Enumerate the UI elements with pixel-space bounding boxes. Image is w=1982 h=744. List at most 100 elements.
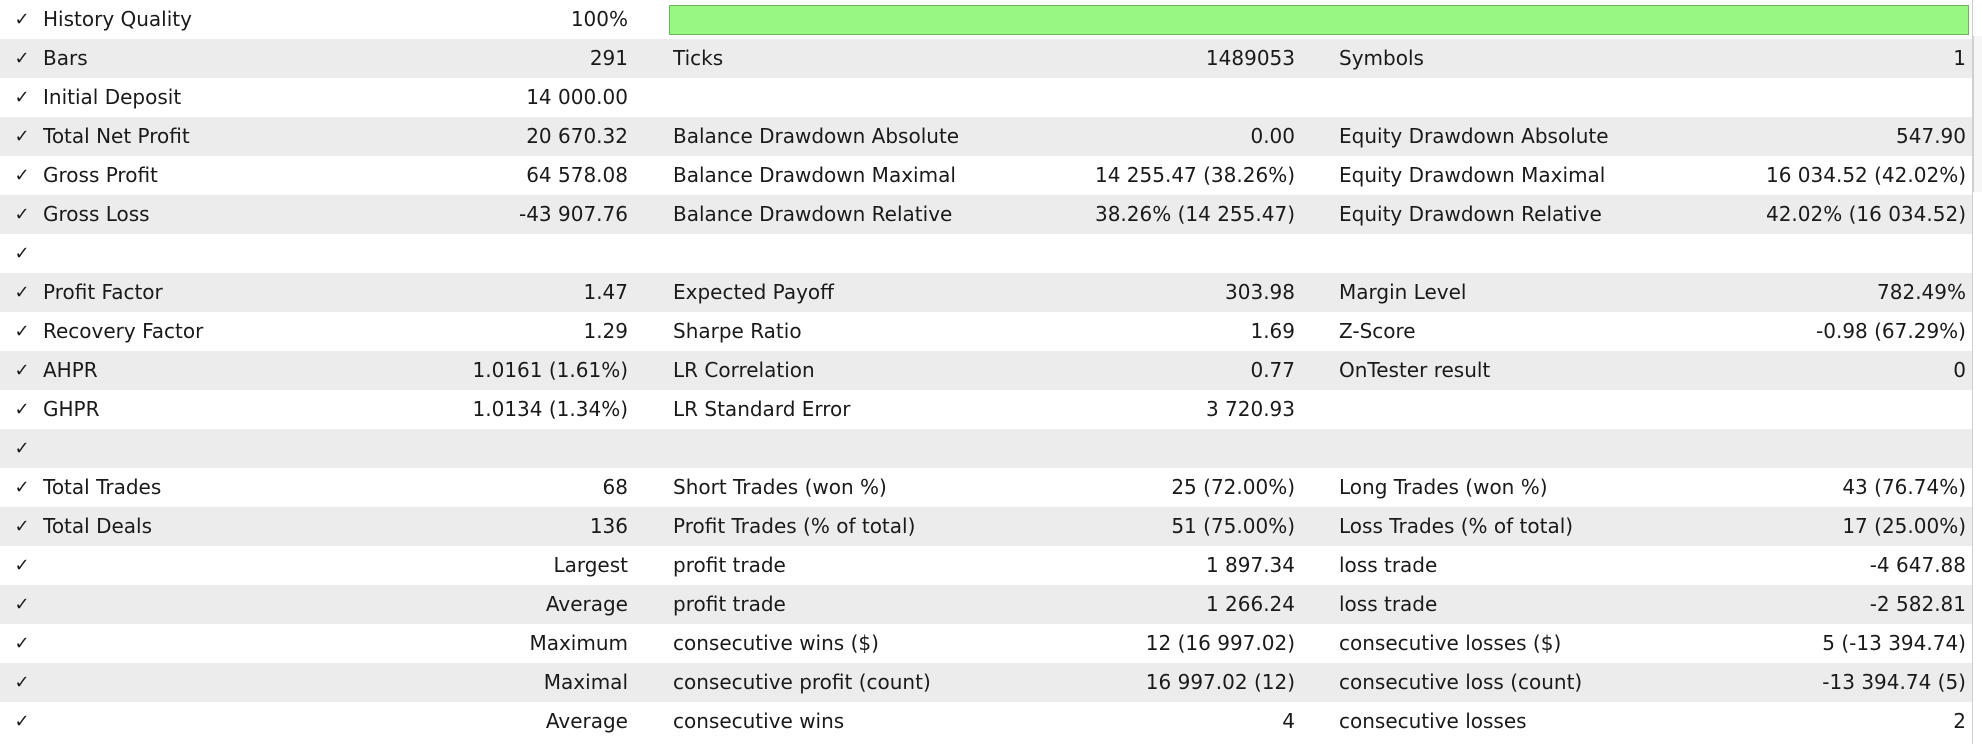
row-checkmark-icon[interactable]: ✓ bbox=[14, 87, 30, 108]
gross-loss-label: Gross Loss bbox=[43, 202, 150, 226]
report-row-total-trades: ✓ Total Trades 68 Short Trades (won %) 2… bbox=[0, 468, 1972, 507]
ghpr-label: GHPR bbox=[43, 397, 100, 421]
average-loss-trade-label: loss trade bbox=[1339, 592, 1438, 616]
report-row-maximal: ✓ Maximal consecutive profit (count) 16 … bbox=[0, 663, 1972, 702]
average-label: Average bbox=[545, 592, 628, 616]
row-checkmark-icon[interactable]: ✓ bbox=[14, 672, 30, 693]
bars-label: Bars bbox=[43, 46, 88, 70]
profit-factor-value: 1.47 bbox=[583, 280, 628, 304]
balance-drawdown-absolute-label: Balance Drawdown Absolute bbox=[673, 124, 960, 148]
bars-value: 291 bbox=[589, 46, 628, 70]
max-consecutive-wins-label: consecutive wins ($) bbox=[673, 631, 879, 655]
sharpe-ratio-value: 1.69 bbox=[1250, 319, 1295, 343]
short-trades-label: Short Trades (won %) bbox=[673, 475, 887, 499]
symbols-value: 1 bbox=[1953, 46, 1966, 70]
ahpr-value: 1.0161 (1.61%) bbox=[472, 358, 628, 382]
report-row-empty-1: ✓ bbox=[0, 234, 1972, 273]
maximum-label: Maximum bbox=[529, 631, 628, 655]
row-checkmark-icon[interactable]: ✓ bbox=[14, 711, 30, 732]
recovery-factor-label: Recovery Factor bbox=[43, 319, 204, 343]
ghpr-value: 1.0134 (1.34%) bbox=[472, 397, 628, 421]
average-consecutive-label: Average bbox=[545, 709, 628, 733]
expected-payoff-value: 303.98 bbox=[1225, 280, 1295, 304]
ontester-result-value: 0 bbox=[1953, 358, 1966, 382]
gross-loss-value: -43 907.76 bbox=[518, 202, 628, 226]
row-checkmark-icon[interactable]: ✓ bbox=[14, 555, 30, 576]
average-profit-trade-value: 1 266.24 bbox=[1205, 592, 1295, 616]
lr-standard-error-label: LR Standard Error bbox=[673, 397, 851, 421]
row-checkmark-icon[interactable]: ✓ bbox=[14, 165, 30, 186]
row-checkmark-icon[interactable]: ✓ bbox=[14, 321, 30, 342]
z-score-value: -0.98 (67.29%) bbox=[1816, 319, 1966, 343]
margin-level-label: Margin Level bbox=[1339, 280, 1467, 304]
total-trades-value: 68 bbox=[602, 475, 628, 499]
row-checkmark-icon[interactable]: ✓ bbox=[14, 360, 30, 381]
report-row-history-quality: ✓ History Quality 100% bbox=[0, 0, 1972, 39]
maximal-label: Maximal bbox=[543, 670, 628, 694]
row-checkmark-icon[interactable]: ✓ bbox=[14, 633, 30, 654]
report-row-average: ✓ Average profit trade 1 266.24 loss tra… bbox=[0, 585, 1972, 624]
z-score-label: Z-Score bbox=[1339, 319, 1416, 343]
expected-payoff-label: Expected Payoff bbox=[673, 280, 834, 304]
equity-drawdown-relative-label: Equity Drawdown Relative bbox=[1339, 202, 1602, 226]
equity-drawdown-maximal-value: 16 034.52 (42.02%) bbox=[1765, 163, 1966, 187]
max-consecutive-wins-value: 12 (16 997.02) bbox=[1145, 631, 1295, 655]
total-deals-value: 136 bbox=[589, 514, 628, 538]
vertical-scrollbar[interactable] bbox=[1973, 36, 1982, 192]
report-row-bars: ✓ Bars 291 Ticks 1489053 Symbols 1 bbox=[0, 39, 1972, 78]
long-trades-value: 43 (76.74%) bbox=[1842, 475, 1966, 499]
average-profit-trade-label: profit trade bbox=[673, 592, 786, 616]
row-checkmark-icon[interactable]: ✓ bbox=[14, 9, 30, 30]
balance-drawdown-maximal-label: Balance Drawdown Maximal bbox=[673, 163, 956, 187]
maximal-consecutive-profit-label: consecutive profit (count) bbox=[673, 670, 931, 694]
row-checkmark-icon[interactable]: ✓ bbox=[14, 399, 30, 420]
gross-profit-value: 64 578.08 bbox=[526, 163, 628, 187]
row-checkmark-icon[interactable]: ✓ bbox=[14, 204, 30, 225]
row-checkmark-icon[interactable]: ✓ bbox=[14, 126, 30, 147]
report-row-maximum: ✓ Maximum consecutive wins ($) 12 (16 99… bbox=[0, 624, 1972, 663]
report-row-ahpr: ✓ AHPR 1.0161 (1.61%) LR Correlation 0.7… bbox=[0, 351, 1972, 390]
row-checkmark-icon[interactable]: ✓ bbox=[14, 594, 30, 615]
balance-drawdown-relative-value: 38.26% (14 255.47) bbox=[1094, 202, 1295, 226]
initial-deposit-label: Initial Deposit bbox=[43, 85, 182, 109]
total-net-profit-value: 20 670.32 bbox=[526, 124, 628, 148]
initial-deposit-value: 14 000.00 bbox=[526, 85, 628, 109]
row-checkmark-icon[interactable]: ✓ bbox=[14, 438, 30, 459]
largest-profit-trade-value: 1 897.34 bbox=[1205, 553, 1295, 577]
history-quality-bar bbox=[669, 5, 1969, 35]
report-row-average-consecutive: ✓ Average consecutive wins 4 consecutive… bbox=[0, 702, 1972, 744]
row-checkmark-icon[interactable]: ✓ bbox=[14, 243, 30, 264]
maximal-consecutive-loss-label: consecutive loss (count) bbox=[1339, 670, 1583, 694]
total-deals-label: Total Deals bbox=[43, 514, 153, 538]
max-consecutive-losses-label: consecutive losses ($) bbox=[1339, 631, 1562, 655]
average-consecutive-wins-label: consecutive wins bbox=[673, 709, 845, 733]
average-consecutive-losses-label: consecutive losses bbox=[1339, 709, 1527, 733]
report-row-total-deals: ✓ Total Deals 136 Profit Trades (% of to… bbox=[0, 507, 1972, 546]
maximal-consecutive-profit-value: 16 997.02 (12) bbox=[1145, 670, 1295, 694]
profit-trades-value: 51 (75.00%) bbox=[1171, 514, 1295, 538]
ontester-result-label: OnTester result bbox=[1339, 358, 1491, 382]
equity-drawdown-absolute-value: 547.90 bbox=[1896, 124, 1966, 148]
report-row-recovery-factor: ✓ Recovery Factor 1.29 Sharpe Ratio 1.69… bbox=[0, 312, 1972, 351]
balance-drawdown-maximal-value: 14 255.47 (38.26%) bbox=[1094, 163, 1295, 187]
report-row-initial-deposit: ✓ Initial Deposit 14 000.00 bbox=[0, 78, 1972, 117]
ticks-label: Ticks bbox=[673, 46, 724, 70]
report-row-profit-factor: ✓ Profit Factor 1.47 Expected Payoff 303… bbox=[0, 273, 1972, 312]
long-trades-label: Long Trades (won %) bbox=[1339, 475, 1548, 499]
total-trades-label: Total Trades bbox=[43, 475, 162, 499]
lr-correlation-label: LR Correlation bbox=[673, 358, 815, 382]
row-checkmark-icon[interactable]: ✓ bbox=[14, 48, 30, 69]
lr-correlation-value: 0.77 bbox=[1250, 358, 1295, 382]
average-loss-trade-value: -2 582.81 bbox=[1869, 592, 1966, 616]
report-row-gross-loss: ✓ Gross Loss -43 907.76 Balance Drawdown… bbox=[0, 195, 1972, 234]
largest-loss-trade-value: -4 647.88 bbox=[1869, 553, 1966, 577]
equity-drawdown-absolute-label: Equity Drawdown Absolute bbox=[1339, 124, 1609, 148]
average-consecutive-wins-value: 4 bbox=[1282, 709, 1295, 733]
row-checkmark-icon[interactable]: ✓ bbox=[14, 477, 30, 498]
recovery-factor-value: 1.29 bbox=[583, 319, 628, 343]
equity-drawdown-relative-value: 42.02% (16 034.52) bbox=[1765, 202, 1966, 226]
short-trades-value: 25 (72.00%) bbox=[1171, 475, 1295, 499]
row-checkmark-icon[interactable]: ✓ bbox=[14, 516, 30, 537]
report-row-empty-2: ✓ bbox=[0, 429, 1972, 468]
row-checkmark-icon[interactable]: ✓ bbox=[14, 282, 30, 303]
